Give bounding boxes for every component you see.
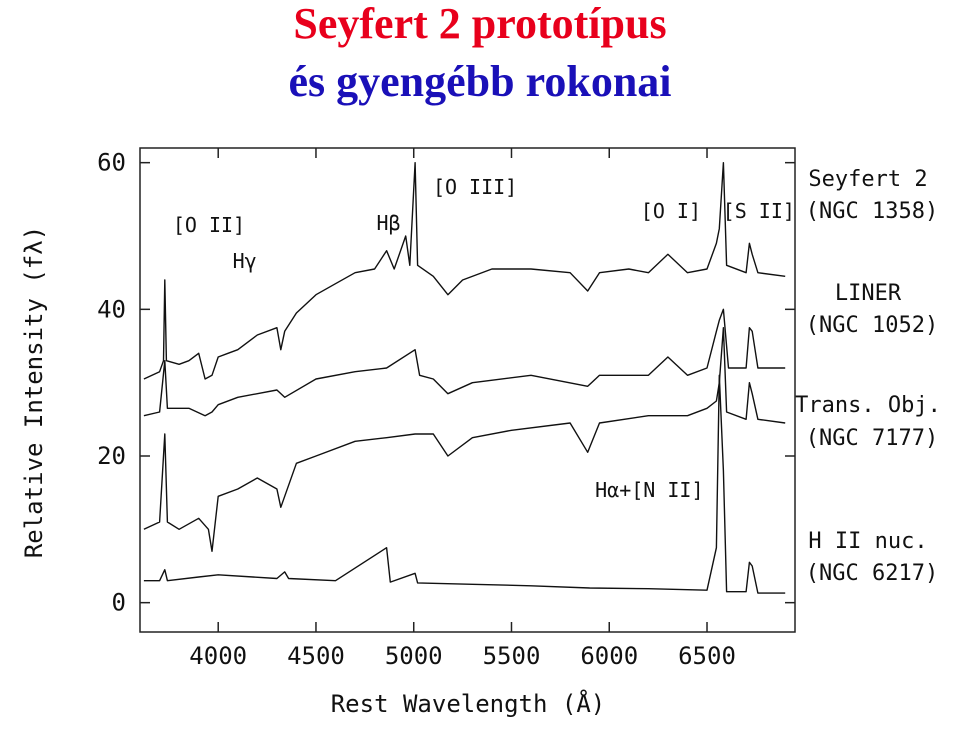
slide-title: Seyfert 2 prototípus <box>293 0 667 48</box>
line-annotations: [O II] Hγ Hβ [O III] [O I] [S II] Hα+[N II] <box>173 175 795 502</box>
x-tick-label: 6000 <box>580 642 638 670</box>
x-tick-label: 4000 <box>189 642 247 670</box>
series-name-label: H II nuc. <box>808 529 927 554</box>
x-tick-label: 5000 <box>385 642 443 670</box>
plot-border <box>139 147 796 633</box>
y-tick-label: 20 <box>97 442 126 470</box>
spectral-line-label: [S II] <box>723 199 795 223</box>
y-axis: 0 20 40 60 <box>97 149 795 617</box>
spectral-line-label: Hβ <box>377 211 401 235</box>
series-lines <box>143 162 786 594</box>
series-line <box>143 374 786 594</box>
slide-subtitle: és gyengébb rokonai <box>288 57 672 106</box>
series-object-label: (NGC 6217) <box>806 561 938 586</box>
spectral-line-label: [O III] <box>433 175 517 199</box>
series-name-label: LINER <box>835 281 902 306</box>
series-line <box>143 308 786 417</box>
series-name-label: Trans. Obj. <box>795 393 941 418</box>
y-tick-label: 40 <box>97 295 126 323</box>
series-line <box>143 327 786 552</box>
series-object-label: (NGC 7177) <box>806 426 938 451</box>
series-name-label: Seyfert 2 <box>808 167 927 192</box>
x-tick-label: 4500 <box>287 642 345 670</box>
spectral-line-label: [O II] <box>173 213 245 237</box>
spectral-line-label: Hγ <box>233 249 257 273</box>
series-labels: Seyfert 2 (NGC 1358) LINER (NGC 1052) Trans.… <box>795 167 941 586</box>
x-axis: 4000 4500 5000 5500 6000 6500 <box>189 148 736 670</box>
series-object-label: (NGC 1052) <box>806 313 938 338</box>
plot-frame <box>139 147 796 633</box>
spectral-line-label: [O I] <box>641 199 701 223</box>
series-line <box>143 162 786 380</box>
y-axis-label: Relative Intensity (fλ) <box>20 226 48 558</box>
x-tick-label: 5500 <box>483 642 541 670</box>
x-tick-label: 6500 <box>678 642 736 670</box>
y-tick-label: 60 <box>97 149 126 177</box>
spectral-line-label: Hα+[N II] <box>595 478 703 502</box>
y-tick-label: 0 <box>112 589 126 617</box>
x-axis-label: Rest Wavelength (Å) <box>331 689 606 718</box>
series-object-label: (NGC 1358) <box>806 199 938 224</box>
